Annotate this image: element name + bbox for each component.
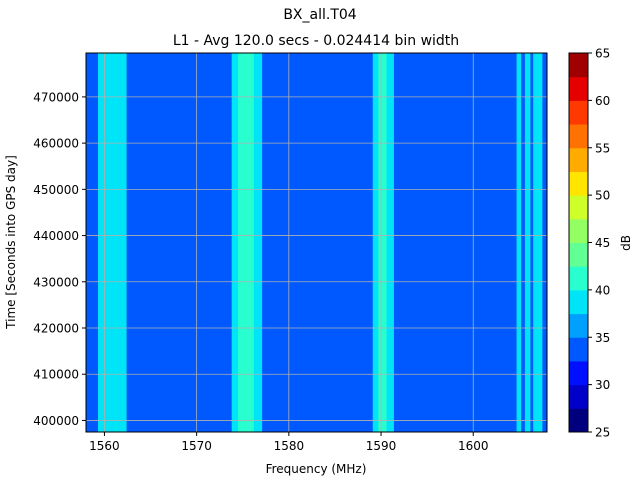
colorbar-level-10 [569,171,588,196]
colorbar-level-0 [569,408,588,433]
colorbar-level-1 [569,384,588,409]
y-tick-label-3: 430000 [33,275,79,289]
plot-area [85,52,548,433]
colorbar-tick-label-3: 40 [595,283,610,297]
colorbar-level-2 [569,360,588,386]
y-tick-label-6: 460000 [33,137,79,151]
x-tick-label-0: 1560 [89,439,120,453]
colorbar-tick-label-5: 50 [595,189,610,203]
x-axis-label: Frequency (MHz) [266,462,367,476]
heatmap-band-6 [524,53,531,432]
colorbar-level-8 [569,218,588,243]
colorbar-level-15 [569,53,588,78]
colorbar-level-4 [569,313,588,338]
colorbar-level-6 [569,266,588,291]
heatmap-band-4 [378,53,387,432]
colorbar-level-11 [569,147,588,172]
x-tick-label-3: 1590 [366,439,397,453]
y-tick-label-5: 450000 [33,183,79,197]
colorbar: 25 30 35 40 45 50 55 60 65 [568,47,610,440]
plot-frame [85,52,548,433]
heatmap-band-5 [516,53,522,432]
colorbar-level-7 [569,242,588,267]
chart-title: BX_all.T04 [283,7,356,23]
colorbar-level-5 [569,289,588,315]
colorbar-level-3 [569,337,588,362]
y-axis-label: Time [Seconds into GPS day] [4,155,18,330]
x-tick-label-4: 1600 [458,439,489,453]
y-tick-label-0: 400000 [33,414,79,428]
x-tick-label-1: 1570 [181,439,212,453]
y-axis: 400000 410000 420000 430000 440000 450000 4600… [33,90,86,428]
colorbar-tick-label-6: 55 [595,141,610,155]
colorbar-level-9 [569,195,588,220]
colorbar-tick-label-0: 25 [595,426,610,440]
colorbar-level-14 [569,76,588,101]
heatmap-band-0 [97,53,127,432]
y-tick-label-7: 470000 [33,90,79,104]
x-tick-label-2: 1580 [274,439,305,453]
colorbar-tick-label-1: 30 [595,378,610,392]
heatmap-band-7 [533,53,543,432]
y-tick-label-4: 440000 [33,229,79,243]
heatmap-background [86,53,547,432]
colorbar-label: dB [619,235,633,251]
heatmap-band-2 [238,53,254,432]
x-axis: 1560 1570 1580 1590 1600 [89,432,489,453]
colorbar-level-12 [569,124,588,149]
y-tick-label-2: 420000 [33,322,79,336]
colorbar-tick-label-4: 45 [595,236,610,250]
chart-subtitle: L1 - Avg 120.0 secs - 0.024414 bin width [173,33,459,49]
colorbar-tick-label-2: 35 [595,331,610,345]
y-tick-label-1: 410000 [33,368,79,382]
colorbar-tick-label-8: 65 [595,47,610,61]
colorbar-level-13 [569,100,588,125]
colorbar-tick-label-7: 60 [595,94,610,108]
